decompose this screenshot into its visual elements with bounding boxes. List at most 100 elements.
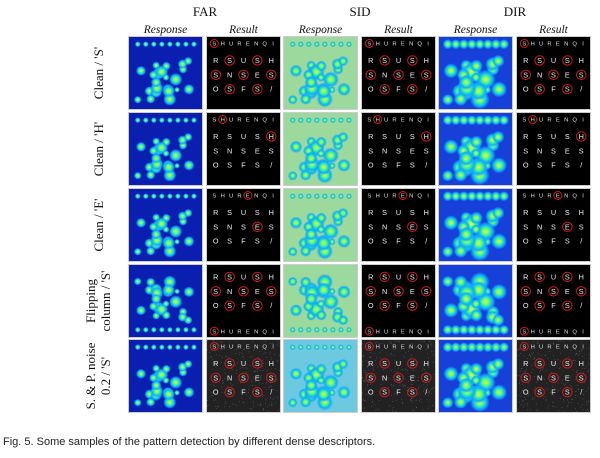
- result-image-dir: S H U R E N Q I R S U S H S N S E S O S F S /: [516, 36, 591, 110]
- svg-text:I: I: [427, 118, 429, 124]
- svg-text:S: S: [410, 388, 415, 397]
- svg-text:S: S: [255, 237, 260, 246]
- svg-text:U: U: [384, 42, 388, 48]
- svg-text:R: R: [392, 345, 396, 351]
- svg-text:Q: Q: [417, 42, 422, 48]
- svg-text:H: H: [424, 132, 429, 141]
- svg-text:S: S: [537, 301, 542, 310]
- svg-text:R: R: [547, 345, 551, 351]
- svg-text:S: S: [523, 70, 528, 79]
- svg-text:R: R: [213, 208, 218, 217]
- svg-text:N: N: [382, 70, 387, 79]
- svg-text:S: S: [537, 56, 542, 65]
- svg-text:F: F: [241, 237, 246, 246]
- svg-text:H: H: [221, 42, 225, 48]
- svg-text:S: S: [551, 287, 556, 296]
- svg-text:E: E: [401, 345, 405, 351]
- svg-text:S: S: [269, 373, 274, 382]
- svg-text:E: E: [565, 146, 570, 155]
- response-map-far: [128, 339, 203, 413]
- svg-text:S: S: [227, 161, 232, 170]
- svg-text:S: S: [255, 359, 260, 368]
- svg-text:S: S: [255, 301, 260, 310]
- row-label: Clean / 'S': [68, 35, 128, 111]
- svg-text:S: S: [424, 287, 429, 296]
- svg-text:H: H: [376, 194, 380, 200]
- svg-text:Q: Q: [417, 329, 422, 335]
- svg-text:H: H: [579, 56, 584, 65]
- svg-text:E: E: [401, 194, 405, 200]
- column-subheader: Result: [384, 24, 413, 36]
- svg-text:U: U: [539, 329, 543, 335]
- svg-text:S: S: [241, 70, 246, 79]
- svg-text:N: N: [409, 194, 413, 200]
- svg-text:/: /: [580, 85, 583, 94]
- svg-text:S: S: [269, 70, 274, 79]
- svg-text:S: S: [565, 359, 570, 368]
- svg-text:S: S: [579, 373, 584, 382]
- svg-text:S: S: [367, 329, 371, 335]
- svg-text:O: O: [523, 388, 529, 397]
- svg-text:Q: Q: [262, 42, 267, 48]
- svg-text:S: S: [255, 56, 260, 65]
- svg-text:N: N: [409, 118, 413, 124]
- svg-text:H: H: [221, 118, 225, 124]
- svg-text:N: N: [409, 345, 413, 351]
- svg-text:/: /: [580, 161, 583, 170]
- svg-text:S: S: [269, 287, 274, 296]
- svg-text:R: R: [547, 194, 551, 200]
- svg-text:S: S: [367, 194, 371, 200]
- svg-text:S: S: [410, 272, 415, 281]
- group-header-dir: DIR: [503, 4, 527, 19]
- svg-text:S: S: [367, 118, 371, 124]
- svg-text:S: S: [565, 272, 570, 281]
- svg-text:/: /: [270, 85, 273, 94]
- svg-text:S: S: [551, 146, 556, 155]
- svg-text:S: S: [537, 161, 542, 170]
- svg-text:N: N: [537, 70, 542, 79]
- response-map-far: [128, 264, 203, 338]
- svg-text:S: S: [382, 272, 387, 281]
- svg-text:R: R: [523, 132, 528, 141]
- svg-text:I: I: [582, 345, 584, 351]
- svg-text:S: S: [255, 85, 260, 94]
- svg-text:I: I: [582, 194, 584, 200]
- response-map-dir: [438, 112, 513, 186]
- svg-text:S: S: [424, 373, 429, 382]
- svg-text:S: S: [269, 222, 274, 231]
- svg-text:N: N: [227, 146, 232, 155]
- svg-text:S: S: [382, 56, 387, 65]
- svg-text:N: N: [537, 287, 542, 296]
- svg-text:E: E: [255, 70, 260, 79]
- svg-text:N: N: [382, 146, 387, 155]
- svg-text:S: S: [212, 194, 216, 200]
- row-label: Clean / 'H': [68, 111, 128, 187]
- svg-text:/: /: [270, 388, 273, 397]
- svg-text:S: S: [212, 42, 216, 48]
- svg-text:R: R: [368, 272, 373, 281]
- svg-text:S: S: [522, 42, 526, 48]
- svg-text:U: U: [551, 272, 556, 281]
- svg-text:S: S: [255, 208, 260, 217]
- svg-text:H: H: [531, 118, 535, 124]
- svg-text:R: R: [237, 329, 241, 335]
- svg-text:R: R: [368, 208, 373, 217]
- svg-text:S: S: [396, 70, 401, 79]
- svg-text:S: S: [565, 85, 570, 94]
- column-subheader: Response: [298, 24, 343, 36]
- svg-text:S: S: [367, 345, 371, 351]
- svg-text:S: S: [537, 359, 542, 368]
- svg-text:Q: Q: [572, 345, 577, 351]
- svg-text:H: H: [269, 272, 274, 281]
- result-image-far: S H U R E N Q I R S U S H S N S E S O S F S /: [206, 112, 281, 186]
- svg-text:S: S: [410, 359, 415, 368]
- svg-text:R: R: [237, 194, 241, 200]
- svg-text:N: N: [254, 345, 258, 351]
- response-map-dir: [438, 36, 513, 110]
- svg-text:S: S: [522, 118, 526, 124]
- svg-text:H: H: [579, 208, 584, 217]
- svg-text:U: U: [551, 56, 556, 65]
- svg-text:F: F: [551, 237, 556, 246]
- svg-text:N: N: [254, 42, 258, 48]
- svg-text:H: H: [376, 329, 380, 335]
